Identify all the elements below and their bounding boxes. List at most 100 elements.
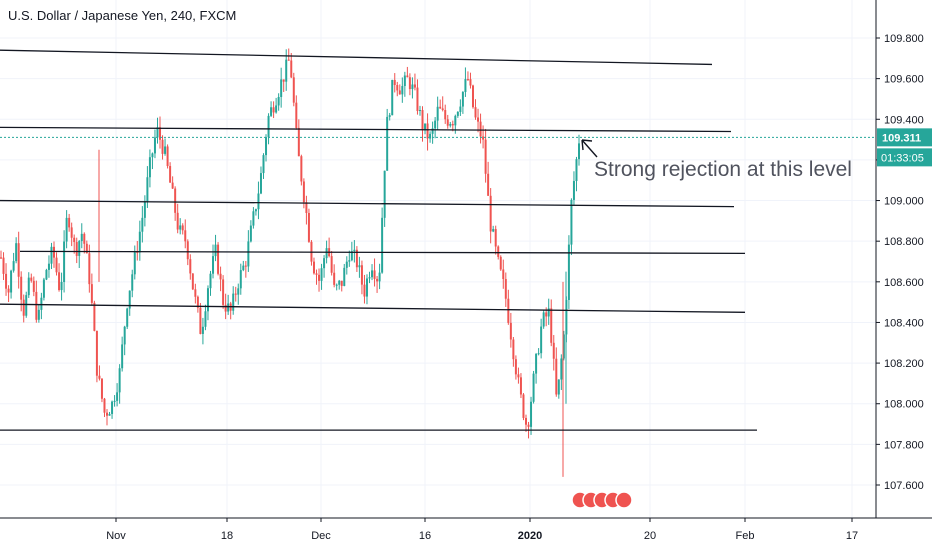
candle-body — [459, 106, 462, 112]
candle-body — [365, 278, 368, 297]
candle-body — [381, 217, 384, 273]
candle-body — [323, 258, 326, 269]
candle-body — [42, 279, 45, 298]
candle-body — [567, 244, 570, 300]
time-axis[interactable]: Nov 18 Dec 16 2020 20 Feb 17 — [0, 517, 932, 550]
candle-body — [431, 128, 434, 134]
candle-body — [169, 166, 172, 183]
candle-body — [83, 233, 86, 244]
candle-body — [133, 251, 136, 275]
candle-body — [68, 217, 71, 228]
candle-body — [388, 115, 391, 117]
candle-body — [552, 342, 555, 359]
candle-body — [47, 263, 50, 270]
candle-body — [333, 272, 336, 285]
candle-body — [355, 249, 358, 268]
candle-body — [391, 79, 394, 116]
candle-body — [37, 309, 40, 320]
level-line[interactable] — [0, 199, 735, 208]
support-resistance-lines[interactable] — [0, 49, 757, 431]
candle-body — [499, 256, 502, 270]
candle-body — [494, 229, 497, 247]
grid — [0, 0, 876, 518]
candle-body — [98, 375, 101, 379]
candle-body — [550, 308, 553, 343]
candle-body — [396, 85, 399, 91]
candle-body — [239, 270, 242, 289]
level-line[interactable] — [19, 250, 746, 255]
candle-body — [206, 288, 209, 312]
annotation[interactable]: Strong rejection at this level — [581, 139, 852, 181]
candle-body — [136, 251, 139, 253]
candle-body — [376, 278, 379, 282]
candle-body — [196, 296, 199, 308]
x-tick-label: Nov — [106, 530, 126, 542]
candle-body — [466, 79, 469, 81]
level-line[interactable] — [0, 126, 732, 133]
level-line[interactable] — [0, 49, 713, 66]
candle-body — [108, 413, 111, 416]
candle-body — [454, 115, 457, 126]
candle-body — [138, 231, 141, 253]
candle-body — [492, 229, 495, 232]
candle-body — [363, 284, 366, 297]
y-tick-label: 109.400 — [884, 114, 924, 126]
candle-body — [545, 312, 548, 317]
candle-body — [547, 308, 550, 317]
price-axis[interactable]: 109.800109.600109.400109.200109.000108.8… — [875, 0, 932, 518]
candle-body — [257, 193, 260, 210]
candle-body — [75, 242, 78, 256]
candle-body — [350, 251, 353, 261]
candle-body — [517, 374, 520, 378]
candle-body — [7, 288, 10, 293]
level-line[interactable] — [0, 303, 746, 313]
candle-body — [131, 274, 134, 291]
candle-body — [12, 261, 15, 271]
candle-body — [297, 127, 300, 157]
candle-body — [103, 398, 106, 413]
candle-body — [217, 244, 220, 274]
candle-body — [542, 312, 545, 327]
candle-body — [191, 273, 194, 290]
candle-body — [371, 270, 374, 278]
candle-body — [106, 412, 109, 416]
candle-body — [527, 424, 530, 427]
candle-body — [212, 256, 215, 274]
candle-body — [179, 225, 182, 230]
candle-body — [121, 344, 124, 369]
candle-body — [17, 243, 20, 277]
y-tick-label: 108.400 — [884, 317, 924, 329]
candle-body — [161, 139, 164, 154]
events-icon[interactable] — [571, 491, 633, 509]
x-tick-label: 16 — [419, 530, 431, 542]
candle-body — [426, 123, 429, 139]
candle-body — [456, 111, 459, 116]
candle-body — [27, 277, 30, 296]
y-tick-label: 107.800 — [884, 439, 924, 451]
candle-body — [93, 302, 96, 331]
candle-body — [292, 77, 295, 103]
candle-body — [479, 121, 482, 137]
candle-body — [118, 368, 121, 393]
candle-body — [90, 284, 93, 303]
candle-body — [181, 225, 184, 231]
candle-body — [199, 307, 202, 334]
candle-body — [514, 359, 517, 375]
candle-body — [497, 246, 500, 257]
candle-body — [358, 265, 361, 268]
x-tick-label: Feb — [736, 530, 755, 542]
candle-body — [383, 170, 386, 218]
annotation-text: Strong rejection at this level — [594, 158, 852, 181]
candle-body — [141, 217, 144, 232]
candle-body — [189, 259, 192, 274]
chart-title: U.S. Dollar / Japanese Yen, 240, FXCM — [8, 8, 236, 23]
x-tick-label: 18 — [221, 530, 233, 542]
candle-body — [487, 173, 490, 196]
candle-body — [151, 153, 154, 158]
x-tick-label: 17 — [846, 530, 858, 542]
candle-body — [408, 77, 411, 90]
candle-body — [421, 110, 424, 131]
candle-body — [85, 243, 88, 254]
candle-body — [227, 303, 230, 312]
